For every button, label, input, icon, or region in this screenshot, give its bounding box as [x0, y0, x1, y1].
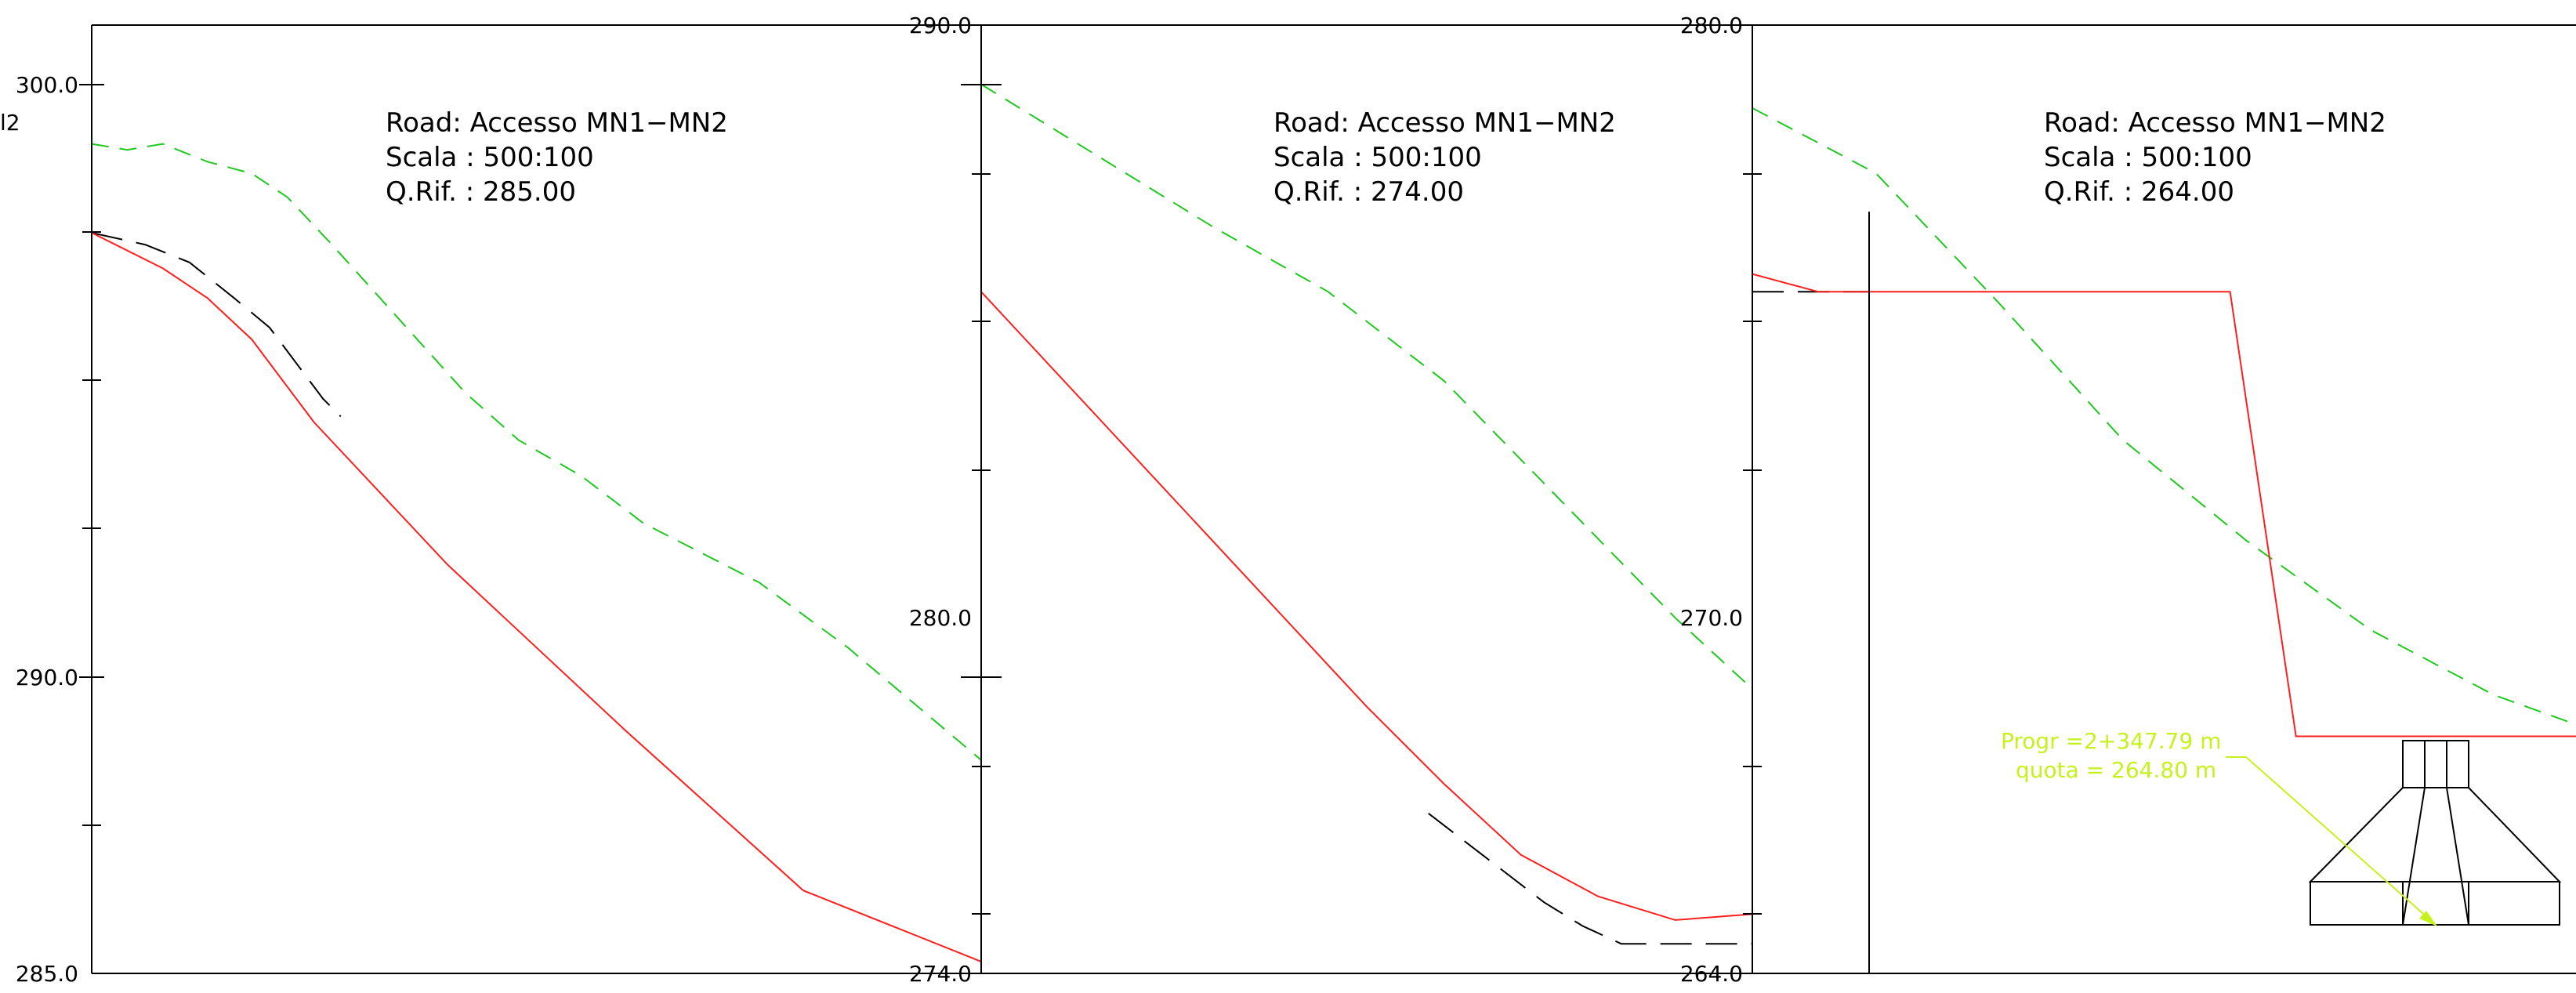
- callout-elevation: quota = 264.80 m: [2016, 757, 2216, 783]
- panel-2-profiles: [980, 83, 1753, 945]
- panel-3-ticks: [1743, 173, 1762, 915]
- panel-3-reference-level: Q.Rif. : 264.00: [2044, 176, 2234, 208]
- panel-3-scale: Scala : 500:100: [2044, 142, 2252, 173]
- panel-1-scale: Scala : 500:100: [386, 142, 594, 173]
- callout-arrowhead: [2419, 911, 2437, 926]
- panel-3-road-profile-line: [1752, 273, 2576, 738]
- profile-panel-1: 300.0 290.0 285.0 Road: Accesso MN1−MN2 …: [16, 25, 982, 987]
- panel-1-top-label: 300.0: [16, 72, 78, 98]
- panel-2-road-profile-line: [980, 291, 1753, 921]
- panel-1-existing-profile-line: [91, 232, 342, 418]
- panel-2-ticks: [961, 84, 1002, 915]
- chainage-callout: Progr =2+347.79 m quota = 264.80 m: [2001, 728, 2437, 926]
- panel-1-bottom-label: 285.0: [16, 961, 78, 987]
- panel-3-ground-profile-line: [1752, 107, 2576, 726]
- panel-2-scale: Scala : 500:100: [1274, 142, 1482, 173]
- panel-2-bottom-label: 274.0: [909, 961, 972, 987]
- panel-3-road-name: Road: Accesso MN1−MN2: [2044, 107, 2386, 139]
- footing-structure: [2308, 740, 2562, 926]
- panel-1-road-name: Road: Accesso MN1−MN2: [386, 107, 728, 139]
- panel-2-ground-profile-line: [980, 83, 1753, 690]
- panel-2-existing-profile-line: [1428, 813, 1752, 945]
- panel-2-road-name: Road: Accesso MN1−MN2: [1274, 107, 1616, 139]
- panel-2-top-label: 290.0: [909, 13, 972, 38]
- panel-1-ticks: [79, 84, 104, 826]
- panel-3-bottom-label: 264.0: [1680, 961, 1743, 987]
- cut-label: l2: [0, 110, 20, 136]
- callout-progressive: Progr =2+347.79 m: [2001, 728, 2222, 754]
- panel-2-mid-label: 280.0: [909, 605, 972, 631]
- profile-panel-2: 290.0 280.0 274.0 Road: Accesso MN1−MN2 …: [909, 13, 1753, 987]
- panel-1-reference-level: Q.Rif. : 285.00: [386, 176, 576, 208]
- panel-1-profiles: [91, 143, 982, 962]
- panel-1-mid-label: 290.0: [16, 665, 78, 690]
- panel-3-mid-label: 270.0: [1680, 605, 1743, 631]
- panel-2-reference-level: Q.Rif. : 274.00: [1274, 176, 1464, 208]
- panel-1-road-profile-line: [91, 232, 982, 962]
- panel-3-profiles: [1752, 107, 2576, 738]
- panel-3-top-label: 280.0: [1680, 13, 1743, 38]
- callout-leader-line: [2226, 756, 2437, 926]
- profile-panel-3: 280.0 270.0 264.0 Road: Accesso MN1−MN2 …: [1680, 13, 2576, 987]
- panel-1-ground-profile-line: [91, 143, 982, 761]
